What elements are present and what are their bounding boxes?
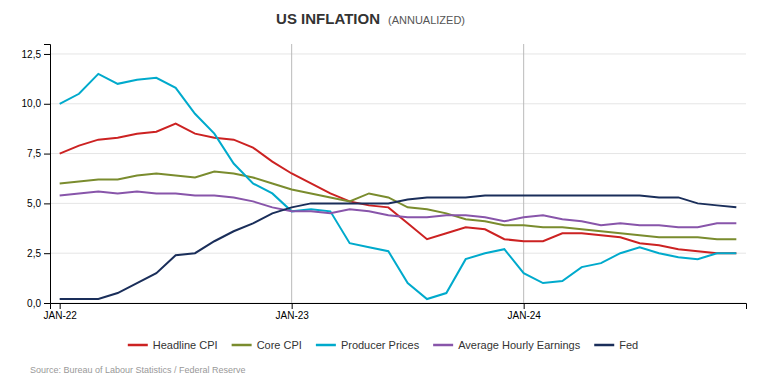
x-tick: JAN-23	[275, 303, 309, 321]
grid-line	[50, 153, 746, 154]
grid-line	[50, 253, 746, 254]
series-line	[60, 195, 737, 299]
legend-item: Fed	[594, 339, 638, 351]
x-axis: JAN-22 JAN-23 JAN-24	[43, 303, 746, 321]
x-tick-label: JAN-23	[275, 310, 309, 321]
y-axis-line	[44, 45, 51, 304]
y-tick-mark	[44, 203, 50, 204]
grid-line	[50, 103, 746, 104]
grid-line	[50, 53, 746, 54]
series-line	[60, 191, 737, 227]
y-tick-label: 12,5	[22, 49, 42, 60]
x-tick-mark	[60, 303, 61, 309]
legend-label: Fed	[619, 339, 638, 351]
legend-swatch	[433, 344, 453, 347]
legend-item: Producer Prices	[316, 339, 420, 351]
legend: Headline CPI Core CPI Producer Prices Avera…	[128, 339, 638, 351]
x-tick: JAN-22	[43, 303, 77, 321]
legend-item: Core CPI	[232, 339, 302, 351]
separator-line	[523, 44, 524, 303]
separators	[292, 44, 524, 303]
y-tick: 7,5	[27, 148, 50, 159]
x-tick-mark	[524, 303, 525, 309]
series-line	[60, 124, 737, 254]
y-tick-mark	[44, 253, 50, 254]
legend-swatch	[232, 344, 252, 347]
x-tick-label: JAN-22	[43, 310, 77, 321]
x-axis-line	[51, 304, 747, 310]
legend-label: Core CPI	[257, 339, 302, 351]
y-tick-mark	[44, 104, 50, 105]
y-axis: 0,0 2,5 5,0 7,5 10,0 12,5	[22, 45, 51, 309]
y-tick: 12,5	[22, 49, 50, 60]
y-tick-mark	[44, 303, 50, 304]
plot-area: JAN-22 JAN-23 JAN-24 0,0 2,5 5,0 7,5 10,0 12,5	[22, 44, 747, 321]
y-tick-label: 0,0	[27, 298, 41, 309]
y-tick: 5,0	[27, 198, 50, 209]
y-tick: 0,0	[27, 298, 50, 309]
series-line	[60, 74, 737, 299]
x-tick: JAN-24	[507, 303, 541, 321]
x-tick-mark	[292, 303, 293, 309]
title: US INFLATION	[276, 10, 380, 27]
legend-label: Producer Prices	[341, 339, 420, 351]
grid	[50, 54, 746, 303]
source-note: Source: Bureau of Labour Statistics / Fe…	[30, 365, 246, 375]
subtitle: (ANNUALIZED)	[388, 14, 465, 26]
legend-item: Average Hourly Earnings	[433, 339, 581, 351]
lines	[60, 74, 737, 299]
legend-item: Headline CPI	[128, 339, 218, 351]
y-tick-label: 10,0	[22, 98, 42, 109]
legend-swatch	[594, 344, 614, 347]
legend-swatch	[128, 344, 148, 347]
y-tick-mark	[44, 154, 50, 155]
legend-label: Headline CPI	[153, 339, 218, 351]
y-tick-label: 5,0	[27, 198, 41, 209]
series-line	[60, 172, 737, 240]
chart: JAN-22 JAN-23 JAN-24 0,0 2,5 5,0 7,5 10,0 12,5 US…	[0, 0, 766, 381]
y-tick: 10,0	[22, 98, 50, 109]
legend-swatch	[316, 344, 336, 347]
y-tick-label: 2,5	[27, 248, 41, 259]
chart-container: JAN-22 JAN-23 JAN-24 0,0 2,5 5,0 7,5 10,0 12,5 US…	[0, 0, 766, 381]
x-tick-label: JAN-24	[507, 310, 541, 321]
y-tick: 2,5	[27, 248, 50, 259]
y-tick-label: 7,5	[27, 148, 41, 159]
legend-label: Average Hourly Earnings	[458, 339, 581, 351]
y-tick-mark	[44, 54, 50, 55]
